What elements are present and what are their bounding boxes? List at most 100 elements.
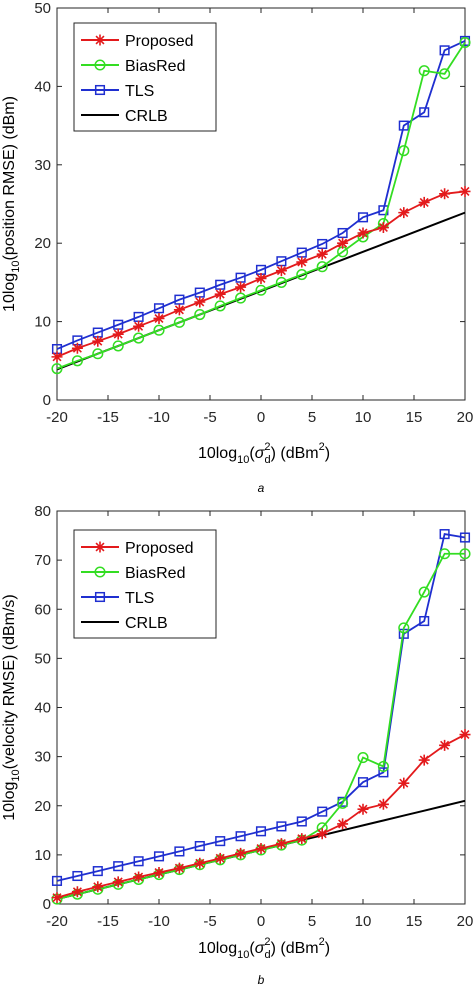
legend: Proposed BiasRed TLS CRLB <box>73 22 217 132</box>
data-point <box>113 861 124 872</box>
data-point <box>337 237 349 249</box>
y-tick-label: 30 <box>34 749 51 766</box>
data-point <box>173 862 185 874</box>
x-tick-label: -15 <box>97 409 119 426</box>
x-tick-label: -10 <box>148 913 170 930</box>
data-point <box>317 806 328 817</box>
y-axis-label: 10log10(position RMSE) (dBm) <box>1 96 22 312</box>
x-tick-label: 0 <box>257 409 265 426</box>
x-axis-label: 10log10(σ2 d) (dBm2) <box>198 936 330 961</box>
series-line-biasred <box>56 42 466 370</box>
data-point <box>377 760 389 773</box>
data-point <box>296 833 308 845</box>
legend-item-crlb: CRLB <box>81 108 168 125</box>
data-point <box>337 797 349 809</box>
x-tick-label: 15 <box>406 409 423 426</box>
legend-label: CRLB <box>125 615 168 632</box>
data-point <box>92 335 104 347</box>
y-tick-label: 50 <box>34 0 51 17</box>
y-tick-label: 50 <box>34 650 51 667</box>
y-tick-label: 30 <box>34 157 51 174</box>
figure-caption: a <box>258 481 265 495</box>
data-point <box>214 288 226 300</box>
data-point <box>92 348 104 360</box>
x-tick-label: -5 <box>203 913 216 930</box>
y-axis-label: 10log10(velocity RMSE) (dBm/s) <box>1 594 22 821</box>
y-tick-label: 20 <box>34 798 51 815</box>
y-tick-label: 40 <box>34 700 51 717</box>
data-point <box>418 754 430 766</box>
data-point <box>419 107 430 118</box>
data-point <box>92 881 104 893</box>
data-point <box>337 818 349 830</box>
x-tick-label: 5 <box>308 913 316 930</box>
legend-marker <box>94 59 106 71</box>
x-tick-label: -10 <box>148 409 170 426</box>
data-point <box>173 316 185 328</box>
y-tick-label: 40 <box>34 78 51 95</box>
y-tick-label: 10 <box>34 314 51 331</box>
data-point <box>174 846 185 857</box>
legend-marker <box>94 591 106 603</box>
data-point <box>214 300 226 312</box>
data-point <box>174 294 185 305</box>
legend-label: BiasRed <box>125 58 185 75</box>
data-point <box>275 838 287 850</box>
data-point <box>255 284 267 296</box>
data-point <box>133 332 145 344</box>
data-point <box>357 227 369 239</box>
y-tick-label: 70 <box>34 552 51 569</box>
data-point <box>378 767 389 778</box>
data-point <box>337 227 348 239</box>
legend-label: Proposed <box>125 540 194 557</box>
x-tick-label: 20 <box>457 913 474 930</box>
data-point <box>112 876 124 888</box>
chart-panel-a: -20 -15 -10 -5 0 5 10 15 20 0 10 20 30 40 50 Proposed Bi… <box>1 0 473 495</box>
data-point <box>316 248 328 260</box>
data-point <box>72 870 83 882</box>
data-point <box>459 185 471 197</box>
data-point <box>276 821 287 832</box>
data-point <box>235 831 246 842</box>
data-point <box>439 45 450 56</box>
data-point <box>357 803 369 815</box>
x-tick-label: 0 <box>257 913 265 930</box>
data-point <box>418 586 430 598</box>
y-tick-label: 60 <box>34 601 51 618</box>
data-point <box>459 36 471 49</box>
legend-label: CRLB <box>125 108 168 125</box>
data-point <box>153 324 165 336</box>
legend-item-proposed: Proposed <box>81 33 194 50</box>
legend-marker <box>94 541 106 553</box>
data-point <box>398 777 410 789</box>
data-point <box>275 276 287 288</box>
data-point <box>255 826 267 837</box>
data-point <box>71 355 83 367</box>
data-point <box>215 836 226 847</box>
data-point <box>112 340 124 352</box>
data-point <box>133 320 145 332</box>
y-tick-label: 20 <box>34 235 51 252</box>
data-point <box>357 752 369 764</box>
data-point <box>419 615 430 627</box>
x-tick-label: -20 <box>46 409 68 426</box>
data-point <box>71 886 83 898</box>
data-point <box>235 292 247 304</box>
y-tick-label: 80 <box>34 503 51 520</box>
legend-item-proposed: Proposed <box>81 540 194 557</box>
data-point <box>439 739 451 751</box>
data-point <box>235 847 247 859</box>
legend-label: TLS <box>125 590 154 607</box>
data-point <box>194 296 206 308</box>
data-point <box>255 842 267 854</box>
data-point <box>459 548 471 560</box>
data-point <box>51 363 63 375</box>
x-tick-label: -20 <box>46 913 68 930</box>
legend-label: TLS <box>125 83 154 100</box>
data-point <box>296 256 308 268</box>
data-point <box>377 222 389 234</box>
x-tick-label: -15 <box>97 913 119 930</box>
data-point <box>439 188 451 200</box>
data-point <box>357 212 369 223</box>
